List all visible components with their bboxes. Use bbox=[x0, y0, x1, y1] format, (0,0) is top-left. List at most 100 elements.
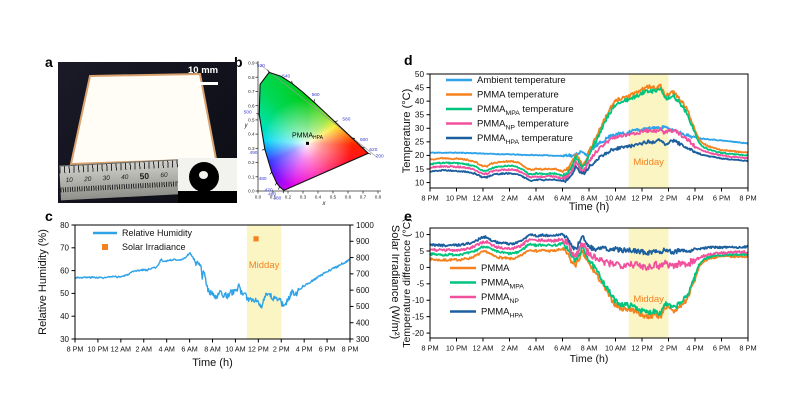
chart-c-svg: Midday 8 PM 10 PM 12 AM 2 AM 4 AM 6 AM 8 AM 10 A… bbox=[37, 221, 401, 369]
svg-text:Time (h): Time (h) bbox=[569, 201, 610, 213]
ruler-number: 40 bbox=[120, 173, 129, 181]
svg-text:0.2: 0.2 bbox=[248, 160, 255, 165]
svg-text:50: 50 bbox=[415, 70, 425, 79]
svg-text:4 PM: 4 PM bbox=[296, 345, 313, 354]
svg-text:0.7: 0.7 bbox=[360, 195, 367, 200]
series-pmma-hpa bbox=[429, 232, 749, 256]
svg-text:4 PM: 4 PM bbox=[686, 194, 703, 203]
legend: Ambient temperature PMMA temperature PMMAM… bbox=[446, 75, 574, 146]
svg-text:80: 80 bbox=[60, 221, 69, 230]
legend: Relative Humidity Solar Irradiance bbox=[93, 228, 193, 252]
svg-text:8 PM: 8 PM bbox=[421, 194, 438, 203]
svg-text:Solar Irradiance (W/m²): Solar Irradiance (W/m²) bbox=[389, 225, 401, 339]
svg-text:Relative Humidity: Relative Humidity bbox=[122, 228, 193, 238]
svg-text:35: 35 bbox=[415, 111, 425, 120]
cie-axes-overlay: 0.0 0.1 0.2 0.3 0.4 0.5 0.6 0.7 0.8 0.0 0.1 0.2 0.3 0… bbox=[244, 61, 385, 207]
panel-a-photo: 10 mm 10203040506070 bbox=[58, 62, 237, 203]
panel-label-c: c bbox=[45, 208, 53, 224]
svg-text:6 AM: 6 AM bbox=[554, 194, 571, 203]
svg-text:500: 500 bbox=[244, 109, 252, 115]
svg-text:600: 600 bbox=[360, 137, 368, 143]
ruler-number: 60 bbox=[160, 171, 168, 179]
svg-text:70: 70 bbox=[60, 244, 69, 253]
svg-text:12 AM: 12 AM bbox=[473, 344, 494, 353]
svg-text:30: 30 bbox=[415, 124, 425, 133]
axes bbox=[426, 73, 749, 192]
svg-text:PMMANP: PMMANP bbox=[481, 292, 519, 305]
panel-label-b: b bbox=[234, 54, 243, 70]
svg-text:700: 700 bbox=[356, 270, 370, 279]
svg-text:60: 60 bbox=[60, 266, 69, 275]
svg-text:2 PM: 2 PM bbox=[273, 345, 290, 354]
svg-text:400: 400 bbox=[356, 319, 370, 328]
panel-c-humidity-irradiance-chart: Midday 8 PM 10 PM 12 AM 2 AM 4 AM 6 AM 8 AM 10 A… bbox=[30, 216, 430, 374]
svg-text:Ambient temperature: Ambient temperature bbox=[477, 75, 566, 86]
spectral-locus bbox=[258, 71, 370, 191]
svg-text:0.0: 0.0 bbox=[248, 189, 255, 194]
svg-text:PMMA: PMMA bbox=[481, 263, 510, 274]
panel-d-temperature-chart: Midday 8 PM 10 PM 12 AM 2 AM 4 AM 6 AM 8 AM 10 A… bbox=[400, 58, 790, 216]
svg-text:4 AM: 4 AM bbox=[528, 344, 545, 353]
svg-text:6 AM: 6 AM bbox=[181, 345, 197, 354]
svg-text:0.7: 0.7 bbox=[248, 89, 255, 94]
svg-text:2 PM: 2 PM bbox=[660, 344, 677, 353]
midday-band: Midday bbox=[246, 225, 282, 339]
svg-text:10 AM: 10 AM bbox=[225, 345, 245, 354]
ruler-number: 20 bbox=[83, 175, 92, 183]
svg-text:40: 40 bbox=[60, 312, 69, 321]
svg-text:0: 0 bbox=[419, 263, 424, 272]
svg-text:Solar Irradiance: Solar Irradiance bbox=[122, 242, 186, 252]
svg-text:12 PM: 12 PM bbox=[631, 344, 652, 353]
svg-text:-10: -10 bbox=[412, 296, 424, 305]
svg-text:0.5: 0.5 bbox=[248, 117, 255, 122]
svg-text:470: 470 bbox=[265, 187, 273, 193]
svg-text:2 PM: 2 PM bbox=[660, 194, 677, 203]
svg-text:900: 900 bbox=[356, 237, 370, 246]
svg-text:PMMAHPA: PMMAHPA bbox=[481, 307, 523, 320]
series-pmma-np-temperature bbox=[429, 127, 749, 180]
svg-text:0.4: 0.4 bbox=[248, 132, 255, 137]
svg-text:8 PM: 8 PM bbox=[342, 345, 359, 354]
axes bbox=[71, 224, 354, 343]
svg-text:PMMANP temperature: PMMANP temperature bbox=[477, 119, 569, 132]
svg-text:600: 600 bbox=[356, 286, 370, 295]
panel-label-d: d bbox=[404, 52, 413, 68]
chart-d-svg: Midday 8 PM 10 PM 12 AM 2 AM 4 AM 6 AM 8 AM 10 A… bbox=[401, 70, 757, 213]
svg-text:490: 490 bbox=[249, 150, 257, 156]
axes bbox=[426, 227, 749, 342]
svg-text:0.9: 0.9 bbox=[248, 61, 255, 66]
svg-text:Midday: Midday bbox=[633, 157, 664, 168]
svg-text:25: 25 bbox=[415, 138, 425, 147]
svg-text:PMMAMPA temperature: PMMAMPA temperature bbox=[477, 104, 574, 117]
svg-text:700: 700 bbox=[376, 154, 384, 160]
svg-text:PMMAMPA: PMMAMPA bbox=[481, 278, 524, 291]
svg-text:8 AM: 8 AM bbox=[581, 194, 598, 203]
droplet-highlight bbox=[199, 171, 208, 179]
svg-text:0.1: 0.1 bbox=[248, 174, 255, 179]
svg-text:540: 540 bbox=[282, 74, 290, 80]
guide-line bbox=[260, 64, 379, 159]
series-pmma-np bbox=[429, 237, 749, 271]
svg-text:30: 30 bbox=[60, 335, 69, 344]
svg-text:8 PM: 8 PM bbox=[67, 345, 84, 354]
scale-bar bbox=[195, 82, 218, 85]
svg-text:12 PM: 12 PM bbox=[248, 345, 269, 354]
svg-text:10: 10 bbox=[415, 230, 425, 239]
water-droplet bbox=[189, 162, 219, 192]
svg-text:10 AM: 10 AM bbox=[605, 194, 626, 203]
svg-text:6 PM: 6 PM bbox=[713, 194, 730, 203]
svg-text:2 AM: 2 AM bbox=[501, 194, 518, 203]
series-pmma-mpa-temperature bbox=[429, 87, 749, 179]
svg-text:10 PM: 10 PM bbox=[88, 345, 109, 354]
series-solar-irradiance bbox=[253, 236, 259, 242]
svg-text:0.5: 0.5 bbox=[330, 195, 337, 200]
midday-band: Midday bbox=[628, 228, 669, 338]
svg-text:460: 460 bbox=[268, 192, 276, 198]
substrate-bar bbox=[178, 191, 237, 203]
svg-text:0.1: 0.1 bbox=[270, 195, 277, 200]
svg-text:12 AM: 12 AM bbox=[111, 345, 131, 354]
panel-b-cie-diagram: 0.0 0.1 0.2 0.3 0.4 0.5 0.6 0.7 0.8 0.0 0.1 0.2 0.3 0… bbox=[240, 56, 390, 208]
svg-text:Midday: Midday bbox=[633, 294, 664, 305]
svg-text:10 PM: 10 PM bbox=[446, 194, 467, 203]
